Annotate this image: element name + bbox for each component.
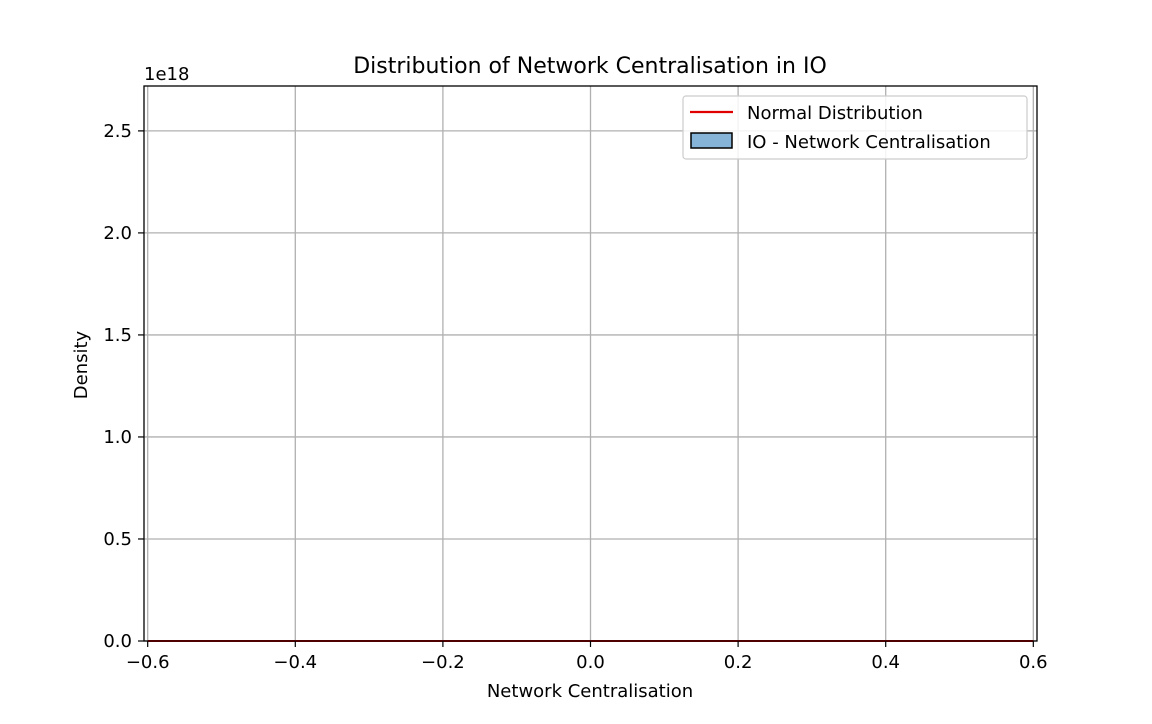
y-tick-label: 2.5 [103,121,132,142]
y-tick-label: 0.5 [103,529,132,550]
y-axis-offset-text: 1e18 [144,64,189,85]
y-tick-label: 1.5 [103,325,132,346]
x-tick-label: 0.0 [576,652,605,673]
legend-label-normal-distribution: Normal Distribution [747,103,923,124]
x-tick-label: 0.2 [724,652,753,673]
y-tick-label: 2.0 [103,223,132,244]
x-tick-label: −0.6 [126,652,170,673]
y-axis-ticks: 0.0 0.5 1.0 1.5 2.0 2.5 [103,121,144,652]
x-tick-label: −0.4 [273,652,317,673]
legend-swatch-io-network-centralisation [690,132,733,149]
y-tick-label: 0.0 [103,631,132,652]
x-axis-label: Network Centralisation [487,681,693,702]
x-tick-label: 0.6 [1019,652,1048,673]
y-tick-label: 1.0 [103,427,132,448]
x-tick-label: −0.2 [421,652,465,673]
y-axis-label: Density [71,330,92,399]
legend: Normal Distribution IO - Network Central… [682,95,1028,160]
x-axis-ticks: −0.6 −0.4 −0.2 0.0 0.2 0.4 0.6 [126,641,1048,673]
chart-title: Distribution of Network Centralisation i… [353,54,827,79]
legend-box [682,95,1028,160]
legend-label-io-network-centralisation: IO - Network Centralisation [747,132,991,153]
x-tick-label: 0.4 [871,652,900,673]
